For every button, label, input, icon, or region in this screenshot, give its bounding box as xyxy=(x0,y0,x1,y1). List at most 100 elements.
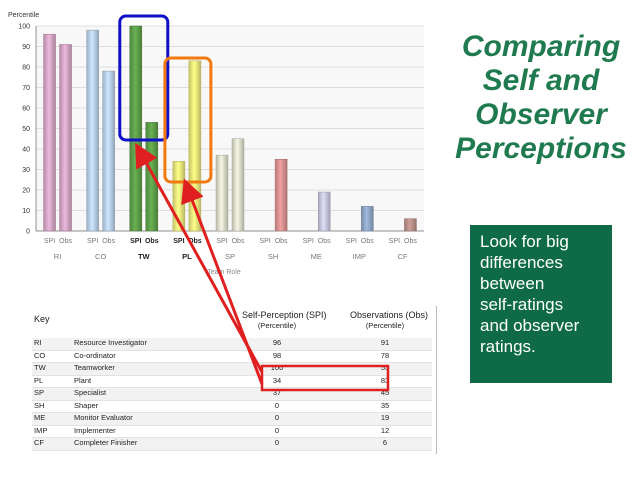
obs-value: 6 xyxy=(382,438,388,447)
key-table-header: Key Self-Perception (SPI) (Percentile) O… xyxy=(32,308,432,338)
role-name: Monitor Evaluator xyxy=(74,413,133,422)
spi-value: 0 xyxy=(274,425,280,435)
obs-value: 45 xyxy=(380,388,390,397)
bar-obs-ri xyxy=(59,44,72,232)
spi-value: 34 xyxy=(272,375,282,385)
category-label: TW xyxy=(138,252,151,261)
bar-obs-sp xyxy=(231,138,245,232)
bar-chart-panel: 0 10 20 30 40 50 60 70 80 90 100 Percentile Team Rol… xyxy=(6,6,436,304)
bar-obs-co xyxy=(102,70,115,232)
category-label: SP xyxy=(225,252,235,261)
bar-chart: 0 10 20 30 40 50 60 70 80 90 100 Percentile Team Rol… xyxy=(6,6,436,304)
y-tick-label: 40 xyxy=(22,147,30,154)
key-table-row: CO Co-ordinator 98 78 xyxy=(32,350,432,363)
bar-tick-label: SPI xyxy=(216,238,227,245)
highlight-box-tw xyxy=(118,14,170,142)
divider xyxy=(436,306,437,454)
note-line: between xyxy=(480,274,545,293)
bar-tick-label: Obs xyxy=(275,238,288,245)
key-table-row: SH Shaper 0 35 xyxy=(32,400,432,413)
key-table-row: TW Teamworker 100 53 xyxy=(32,363,432,376)
bar-obs-sh xyxy=(274,159,288,232)
bar-obs-imp xyxy=(361,206,374,232)
role-code: CO xyxy=(34,350,46,360)
role-code: SP xyxy=(34,388,45,397)
bar-tick-label: Obs xyxy=(361,238,374,245)
bar-tick-label: Obs xyxy=(59,238,72,245)
y-axis-label: Percentile xyxy=(8,12,39,19)
key-rows: RI Resource Investigator 96 91 CO Co-ordinato… xyxy=(32,338,432,451)
key-table-row: SP Specialist 37 45 xyxy=(32,388,432,401)
category-label: RI xyxy=(54,252,62,261)
note-box: Look for big differences between self-ra… xyxy=(470,225,612,383)
y-tick-label: 50 xyxy=(22,126,30,133)
obs-value: 83 xyxy=(380,375,390,385)
role-name: Specialist xyxy=(74,388,107,397)
title-line: Comparing xyxy=(461,30,621,63)
role-code: IMP xyxy=(34,425,48,435)
role-name: Teamworker xyxy=(74,363,115,372)
role-name: Shaper xyxy=(74,400,99,410)
role-name: Completer Finisher xyxy=(74,438,138,447)
note-line: differences xyxy=(480,253,563,272)
spi-header: Self-Perception (SPI) xyxy=(242,310,327,320)
bar-tick-label: SPI xyxy=(44,238,55,245)
role-name: Co-ordinator xyxy=(74,350,116,360)
obs-value: 35 xyxy=(380,400,390,410)
y-tick-label: 80 xyxy=(22,65,30,72)
y-tick-label: 0 xyxy=(26,229,30,236)
spi-value: 0 xyxy=(274,413,280,422)
title-line: Observer xyxy=(475,98,607,131)
slide-title: Comparing Self and Observer Perceptions xyxy=(446,30,636,166)
bar-tick-label: SPI xyxy=(259,238,270,245)
role-code: RI xyxy=(34,338,42,347)
title-line: Self and xyxy=(482,64,600,97)
bar-tick-label: Obs xyxy=(404,238,417,245)
category-label: SH xyxy=(268,252,278,261)
bar-tick-label: SPI xyxy=(173,238,184,245)
bar-tick-label: Obs xyxy=(102,238,115,245)
bar-spi-sp xyxy=(215,154,229,232)
obs-value: 19 xyxy=(380,413,390,422)
bar-spi-co xyxy=(86,29,99,232)
role-code: CF xyxy=(34,438,44,447)
obs-value: 91 xyxy=(380,338,390,347)
spi-value: 0 xyxy=(274,400,280,410)
spi-value: 98 xyxy=(272,350,282,360)
category-label: PL xyxy=(182,252,192,261)
note-line: and observer xyxy=(480,316,580,335)
bar-tick-label: Obs xyxy=(188,238,202,245)
y-tick-label: 10 xyxy=(22,208,30,215)
key-table-row: ME Monitor Evaluator 0 19 xyxy=(32,413,432,426)
y-tick-label: 30 xyxy=(22,167,30,174)
role-name: Implementer xyxy=(74,425,116,435)
bar-tick-label: SPI xyxy=(303,238,314,245)
bar-spi-ri xyxy=(43,33,56,232)
spi-value: 100 xyxy=(270,363,284,372)
y-tick-label: 20 xyxy=(22,188,30,195)
role-name: Resource Investigator xyxy=(74,338,147,347)
x-axis-label: Team Role xyxy=(207,269,241,276)
role-name: Plant xyxy=(74,375,92,385)
category-label: CO xyxy=(95,252,106,261)
bar-obs-pl xyxy=(188,60,202,232)
bar-obs-cf xyxy=(404,218,417,232)
obs-value: 53 xyxy=(380,363,390,372)
note-line: ratings. xyxy=(480,337,536,356)
bar-tick-label: SPI xyxy=(130,238,141,245)
title-line: Perceptions xyxy=(455,132,627,165)
spi-header-sub: (Percentile) xyxy=(257,321,297,330)
obs-header-sub: (Percentile) xyxy=(365,321,405,330)
bar-spi-tw xyxy=(129,25,143,232)
role-code: PL xyxy=(34,375,44,385)
key-table-row: IMP Implementer 0 12 xyxy=(32,425,432,438)
bar-tick-label: Obs xyxy=(145,238,159,245)
role-code: TW xyxy=(34,363,46,372)
spi-value: 37 xyxy=(272,388,282,397)
y-tick-label: 60 xyxy=(22,106,30,113)
bar-tick-label: Obs xyxy=(318,238,331,245)
role-code: ME xyxy=(34,413,46,422)
obs-value: 78 xyxy=(380,350,390,360)
spi-value: 0 xyxy=(274,438,280,447)
bar-spi-pl xyxy=(172,161,186,232)
